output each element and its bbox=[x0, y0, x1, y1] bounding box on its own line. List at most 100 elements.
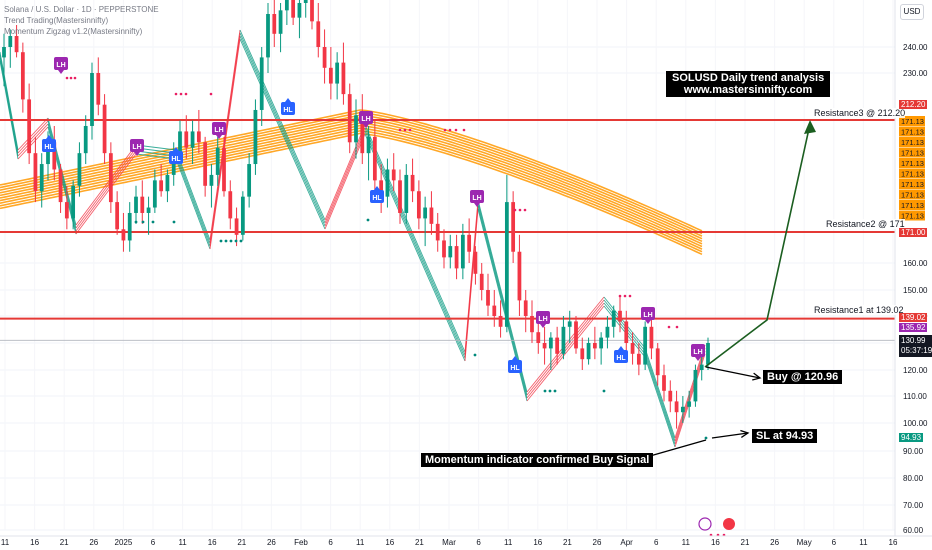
symbol-title: Solana / U.S. Dollar · 1D · PEPPERSTONE bbox=[4, 5, 159, 14]
time-tick-label: 11 bbox=[1, 538, 10, 547]
teal-signal-dot bbox=[704, 436, 708, 440]
price-axis: 60.00 70.00 80.00 90.00 100.00 110.00 120.00 13… bbox=[894, 0, 932, 536]
candle bbox=[90, 62, 94, 140]
candle bbox=[284, 0, 289, 25]
pink-signal-dot bbox=[448, 128, 452, 132]
marker-label: HL bbox=[616, 355, 626, 362]
candle-body bbox=[146, 207, 151, 213]
candle-body bbox=[96, 73, 101, 105]
price-tick-label: 160.00 bbox=[903, 259, 928, 268]
candle-body bbox=[102, 104, 107, 154]
time-tick-label: 16 bbox=[30, 538, 39, 547]
candle-body bbox=[272, 14, 277, 34]
candle-body bbox=[548, 337, 553, 349]
candle-body bbox=[39, 164, 44, 192]
last-price-value: 130.99 bbox=[901, 336, 926, 345]
candle bbox=[83, 115, 88, 165]
candle bbox=[335, 52, 340, 100]
marker-pointer bbox=[695, 357, 701, 361]
pink-signal-dot bbox=[69, 76, 73, 80]
candle bbox=[266, 3, 270, 73]
candle bbox=[567, 310, 572, 343]
band-tag-bg bbox=[899, 179, 925, 189]
candle-body bbox=[20, 52, 25, 100]
candle bbox=[127, 202, 132, 252]
time-tick-label: 16 bbox=[385, 538, 394, 547]
candle-body bbox=[127, 212, 132, 241]
band-tag-label: 171.13 bbox=[901, 170, 924, 179]
resistance2-label: Resistance2 @ 171 bbox=[826, 219, 905, 229]
marker-label: HL bbox=[372, 195, 382, 202]
teal-signal-dot bbox=[543, 389, 547, 393]
candle bbox=[674, 390, 679, 429]
candle-body bbox=[58, 169, 63, 203]
zigzag-line bbox=[75, 144, 137, 226]
candle bbox=[322, 29, 327, 84]
buy-arrow bbox=[705, 366, 761, 379]
teal-signal-dot bbox=[473, 353, 477, 357]
candle bbox=[555, 326, 560, 365]
candle-body bbox=[636, 353, 641, 365]
indicator-momentum-zigzag[interactable]: Momentum Zigzag v1.2(Mastersinnifty) bbox=[4, 27, 143, 36]
marker-label: LH bbox=[132, 144, 141, 151]
candle bbox=[643, 321, 648, 370]
pink-signal-dot bbox=[209, 92, 213, 96]
candle bbox=[372, 120, 377, 192]
candle-body bbox=[391, 169, 396, 181]
candle-body bbox=[618, 310, 622, 322]
time-tick-label: 2025 bbox=[115, 538, 133, 547]
candle-body bbox=[460, 234, 465, 269]
candle-body bbox=[416, 191, 421, 219]
time-tick-label: 16 bbox=[889, 538, 898, 547]
candle-body bbox=[240, 196, 245, 235]
candle-body bbox=[435, 223, 440, 241]
candle bbox=[2, 33, 6, 87]
candle-body bbox=[322, 47, 327, 68]
candle-body bbox=[699, 364, 704, 370]
pink-signal-dot bbox=[65, 76, 69, 80]
candle-body bbox=[291, 0, 296, 18]
time-tick-label: Apr bbox=[620, 538, 633, 547]
candle bbox=[121, 212, 126, 252]
zigzag-line bbox=[17, 120, 49, 154]
lh-marker: LH bbox=[536, 311, 550, 328]
candle bbox=[693, 364, 698, 407]
hl-marker: HL bbox=[614, 346, 628, 363]
zigzag-line bbox=[175, 158, 211, 250]
currency-button[interactable]: USD bbox=[900, 4, 924, 20]
zigzag-line bbox=[0, 51, 19, 151]
candle-body bbox=[234, 218, 239, 235]
candle bbox=[159, 164, 164, 197]
zigzag-lines bbox=[0, 29, 706, 448]
candlesticks bbox=[2, 0, 710, 429]
candle bbox=[574, 316, 578, 354]
price-tag-sl: 94.93 bbox=[899, 433, 924, 442]
time-tick-label: 21 bbox=[415, 538, 424, 547]
candle-body bbox=[247, 164, 252, 197]
marker-box bbox=[169, 151, 183, 164]
price-tag-r1: 139.02 bbox=[899, 313, 928, 322]
candle bbox=[636, 343, 641, 376]
candle bbox=[71, 180, 76, 230]
band-tag-label: 171.13 bbox=[901, 191, 924, 200]
price-tag-r2: 171.00 bbox=[899, 228, 928, 237]
title-line-2: www.mastersinnifty.com bbox=[683, 84, 813, 96]
zigzag-line bbox=[75, 147, 137, 229]
candle bbox=[14, 25, 19, 58]
price-tick-label: 240.00 bbox=[903, 43, 928, 52]
candle bbox=[699, 353, 704, 381]
time-tick-label: 6 bbox=[328, 538, 333, 547]
candle-body bbox=[14, 36, 19, 53]
time-tick-label: 11 bbox=[682, 538, 691, 547]
candle bbox=[115, 191, 120, 235]
band-tag-bg bbox=[899, 147, 925, 158]
candle bbox=[341, 42, 346, 105]
candle-body bbox=[259, 57, 264, 110]
pink-signal-dot bbox=[518, 208, 522, 212]
indicator-trend-trading[interactable]: Trend Trading(Mastersinnifty) bbox=[4, 16, 109, 25]
marker-pointer bbox=[285, 98, 291, 102]
price-tick-label: 80.00 bbox=[903, 474, 924, 483]
candle-body bbox=[360, 115, 365, 154]
candle bbox=[209, 164, 214, 208]
